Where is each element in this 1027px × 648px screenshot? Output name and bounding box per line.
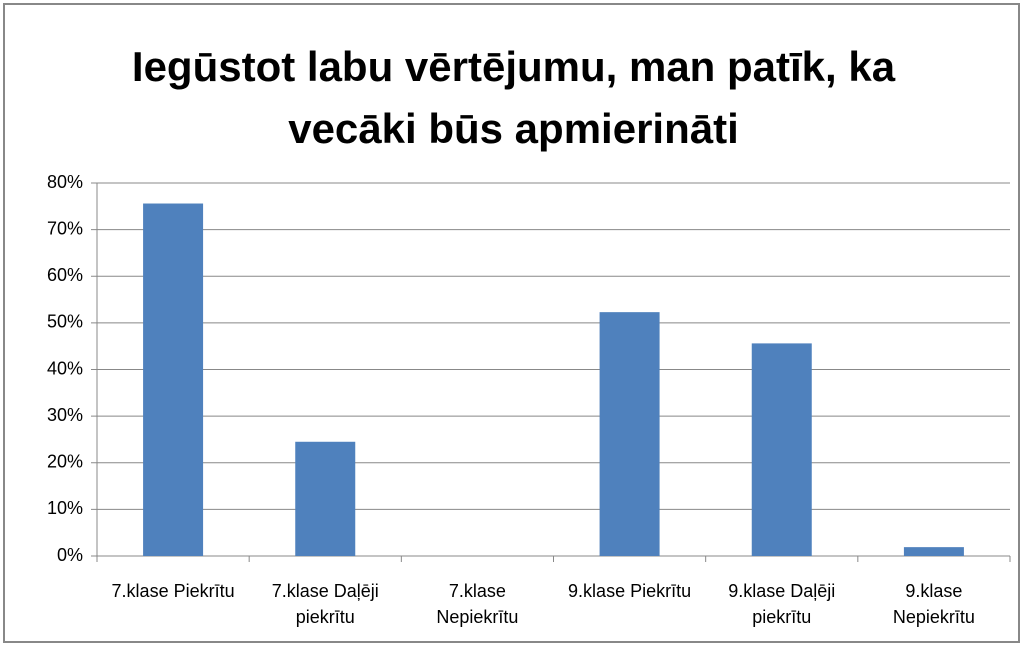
chart-title: Iegūstot labu vērtējumu, man patīk, ka v… (131, 43, 896, 152)
bar (751, 343, 812, 556)
y-tick-label: 0% (57, 545, 83, 565)
chart-border (3, 3, 1020, 643)
y-tick-label: 60% (47, 265, 83, 285)
x-tick-label: 7.klase Daļēji piekrītu (271, 581, 379, 627)
x-tick-label: 9.klase Daļēji piekrītu (728, 581, 836, 627)
bar (143, 203, 204, 556)
x-tick-label: 7.klase Piekrītu (111, 581, 235, 601)
bar (903, 547, 964, 556)
y-tick-label: 50% (47, 312, 83, 332)
y-tick-label: 40% (47, 358, 83, 378)
y-tick-label: 30% (47, 405, 83, 425)
y-tick-label: 80% (47, 172, 83, 192)
y-tick-label: 70% (47, 218, 83, 238)
bar (295, 441, 356, 556)
bar (599, 312, 660, 556)
x-tick-label: 7.klase Nepiekrītu (436, 581, 519, 627)
y-tick-label: 20% (47, 452, 83, 472)
x-tick-label: 9.klase Piekrītu (568, 581, 692, 601)
y-tick-label: 10% (47, 498, 83, 518)
x-tick-label: 9.klase Nepiekrītu (892, 581, 975, 627)
